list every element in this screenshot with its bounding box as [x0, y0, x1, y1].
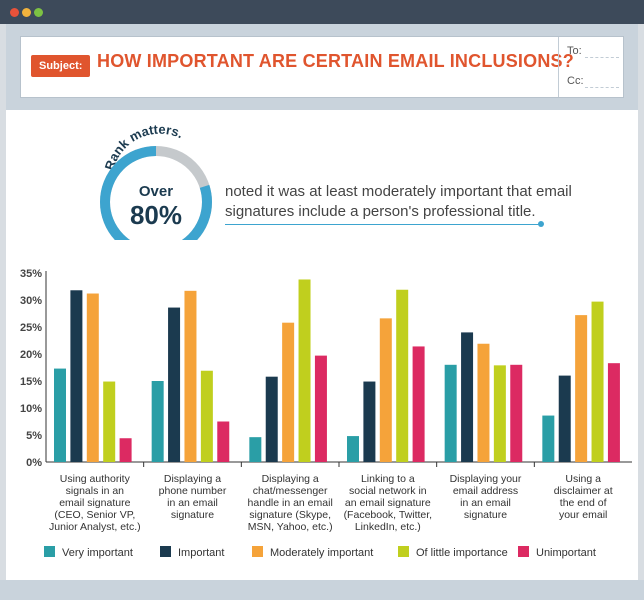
bar	[347, 436, 359, 462]
close-dot-icon[interactable]	[10, 8, 19, 17]
legend-swatch	[252, 546, 263, 557]
legend-swatch	[398, 546, 409, 557]
category-label: an email signature	[345, 497, 431, 509]
category-label: signature (Skype,	[249, 509, 331, 521]
bar	[510, 364, 523, 462]
legend-label: Of little importance	[416, 547, 508, 559]
category-label: email address	[453, 485, 518, 497]
y-tick-label: 20%	[20, 349, 42, 361]
email-header: Subject: HOW IMPORTANT ARE CERTAIN EMAIL…	[6, 24, 638, 110]
category-label: signature	[171, 509, 214, 521]
bar	[477, 343, 490, 462]
bar	[379, 318, 392, 462]
bar	[265, 376, 278, 462]
category-label: in an email	[460, 497, 511, 509]
bar	[70, 290, 83, 462]
category-label: (Facebook, Twitter,	[344, 509, 433, 521]
category-label: Displaying a	[164, 473, 221, 485]
legend-label: Important	[178, 547, 224, 559]
subject-card: Subject: HOW IMPORTANT ARE CERTAIN EMAIL…	[20, 36, 624, 98]
category-label: the end of	[560, 497, 607, 509]
stat-description: noted it was at least moderately importa…	[225, 183, 572, 220]
y-tick-label: 0%	[26, 457, 42, 469]
bar	[282, 322, 295, 462]
legend-label: Unimportant	[536, 547, 596, 559]
cc-field[interactable]	[585, 87, 619, 88]
bar	[54, 368, 66, 462]
bar	[591, 301, 604, 462]
category-label: Using a	[565, 473, 601, 485]
category-label: (CEO, Senior VP,	[54, 509, 135, 521]
bar	[396, 289, 409, 462]
subject-label: Subject:	[31, 55, 91, 77]
bar	[444, 364, 457, 462]
y-tick-label: 5%	[26, 430, 42, 442]
bar	[412, 346, 425, 462]
bar	[151, 381, 164, 462]
percent-label: 80%	[130, 200, 182, 230]
category-label: Displaying your	[450, 473, 522, 485]
maximize-dot-icon[interactable]	[34, 8, 43, 17]
to-label: To:	[567, 45, 582, 57]
category-label: LinkedIn, etc.)	[355, 521, 421, 533]
bar-chart: 0%5%10%15%20%25%30%35%Using authoritysig…	[20, 268, 632, 559]
y-tick-label: 25%	[20, 322, 42, 334]
window-titlebar	[0, 0, 644, 24]
legend-label: Moderately important	[270, 547, 373, 559]
category-label: MSN, Yahoo, etc.)	[248, 521, 333, 533]
category-label: Linking to a	[361, 473, 415, 485]
bar	[542, 415, 555, 462]
infographic-content: Rank matters. Over 80% noted it was at l…	[6, 110, 638, 580]
stat-underline-dot	[538, 221, 544, 227]
bar	[86, 293, 99, 462]
legend-label: Very important	[62, 547, 133, 559]
recipients-panel: To: Cc:	[558, 37, 624, 97]
cc-label: Cc:	[567, 75, 584, 87]
y-tick-label: 35%	[20, 268, 42, 280]
category-label: chat/messenger	[253, 485, 328, 497]
bar	[493, 365, 506, 462]
window-footer	[0, 580, 644, 600]
bar	[119, 438, 132, 462]
category-label: signature	[464, 509, 507, 521]
y-tick-label: 30%	[20, 295, 42, 307]
to-field[interactable]	[585, 57, 619, 58]
bar	[363, 381, 376, 462]
bar	[298, 279, 311, 462]
bar	[249, 437, 262, 462]
rank-ring: Rank matters. Over 80%	[100, 122, 212, 240]
category-label: Junior Analyst, etc.)	[49, 521, 141, 533]
category-label: email signature	[59, 497, 130, 509]
bar	[168, 307, 181, 462]
y-tick-label: 10%	[20, 403, 42, 415]
category-label: disclaimer at	[554, 485, 613, 497]
legend-swatch	[44, 546, 55, 557]
minimize-dot-icon[interactable]	[22, 8, 31, 17]
bar	[575, 315, 588, 462]
bar	[314, 355, 327, 462]
category-label: your email	[559, 509, 607, 521]
bar	[461, 332, 474, 462]
bar	[103, 381, 116, 462]
stat-underline	[225, 224, 541, 225]
bar	[217, 421, 230, 462]
legend-swatch	[518, 546, 529, 557]
y-tick-label: 15%	[20, 376, 42, 388]
category-label: signals in an	[66, 485, 125, 497]
category-label: in an email	[167, 497, 218, 509]
category-label: handle in an email	[248, 497, 333, 509]
category-label: Using authority	[60, 473, 131, 485]
category-label: social network in	[349, 485, 427, 497]
category-label: phone number	[159, 485, 227, 497]
ring-progress	[100, 146, 212, 240]
bar	[558, 375, 571, 462]
over-label: Over	[139, 183, 173, 200]
subject-title: HOW IMPORTANT ARE CERTAIN EMAIL INCLUSIO…	[97, 51, 574, 71]
category-label: Displaying a	[262, 473, 319, 485]
legend-swatch	[160, 546, 171, 557]
bar	[184, 290, 197, 462]
bar	[200, 370, 213, 462]
bar	[607, 363, 620, 462]
